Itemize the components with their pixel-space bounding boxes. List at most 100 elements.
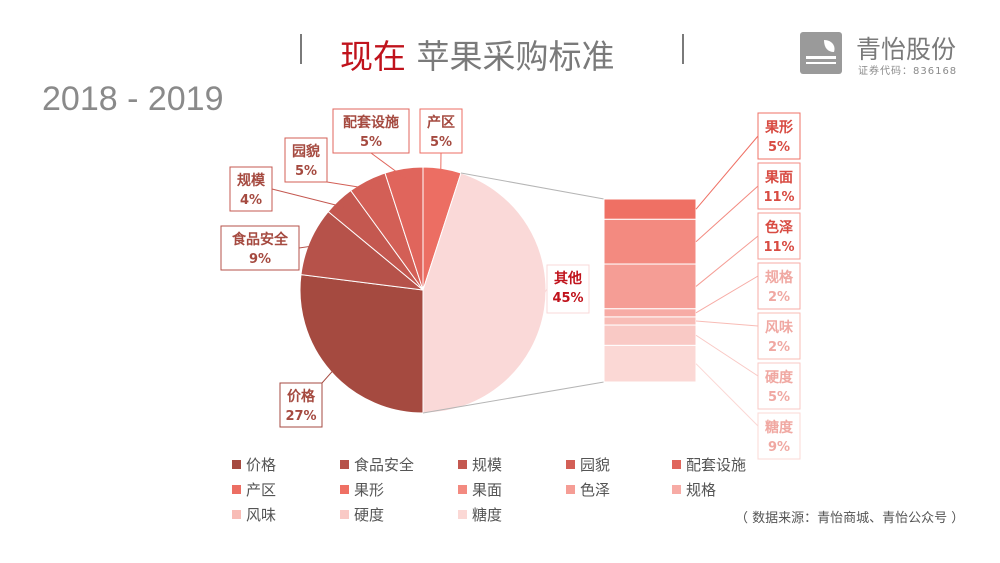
leader-line-规模 bbox=[271, 188, 346, 208]
slice-label-name: 配套设施 bbox=[343, 114, 399, 131]
legend-label: 配套设施 bbox=[686, 456, 747, 474]
legend-item: 食品安全 bbox=[340, 454, 414, 475]
legend-swatch bbox=[566, 485, 575, 494]
bar-segment-色泽 bbox=[603, 263, 697, 310]
leader-line-规格 bbox=[695, 275, 759, 314]
legend-item: 价格 bbox=[232, 454, 276, 475]
legend-label: 食品安全 bbox=[354, 456, 415, 474]
bar-label-name: 硬度 bbox=[765, 369, 794, 386]
legend-swatch bbox=[232, 460, 241, 469]
bar-segment-风味 bbox=[603, 316, 697, 326]
bar-segment-果面 bbox=[603, 218, 697, 265]
label-box-食品安全 bbox=[220, 225, 300, 271]
connector-top bbox=[460, 172, 605, 200]
label-box-配套设施 bbox=[332, 108, 410, 154]
legend-swatch bbox=[340, 460, 349, 469]
bar-label-name: 规格 bbox=[765, 269, 794, 286]
leader-line-果形 bbox=[695, 135, 759, 210]
slice-label-name: 园貌 bbox=[292, 143, 320, 160]
bar-label-name: 果形 bbox=[764, 119, 793, 136]
title-highlight: 现在 bbox=[340, 37, 406, 76]
legend-swatch bbox=[458, 485, 467, 494]
slice-label-name: 价格 bbox=[287, 388, 316, 405]
slice-label-name: 规模 bbox=[237, 172, 266, 189]
data-source-note: （ 数据来源：青怡商城、青怡公众号 ） bbox=[735, 511, 965, 526]
leader-line-果面 bbox=[695, 185, 759, 243]
bar-label-name: 色泽 bbox=[765, 219, 793, 236]
legend-label: 色泽 bbox=[580, 481, 611, 499]
label-box-价格 bbox=[279, 382, 323, 428]
slice-label-value: 5% bbox=[430, 135, 452, 150]
label-box-糖度 bbox=[757, 412, 801, 460]
legend-label: 风味 bbox=[246, 506, 277, 524]
title-rest: 苹果采购标准 bbox=[416, 37, 615, 76]
leader-line-价格 bbox=[321, 364, 339, 384]
legend-item: 园貌 bbox=[566, 454, 610, 475]
label-box-其他 bbox=[546, 264, 590, 314]
connector-bottom bbox=[422, 381, 605, 414]
leader-line-其他 bbox=[534, 288, 548, 308]
bar-segment-果形 bbox=[603, 198, 697, 220]
leader-line-风味 bbox=[695, 320, 759, 327]
legend-item: 风味 bbox=[232, 504, 276, 525]
slice-label-value: 4% bbox=[240, 193, 262, 208]
legend-label: 硬度 bbox=[354, 506, 385, 524]
bar-label-value: 2% bbox=[768, 340, 790, 355]
bar-label-name: 糖度 bbox=[765, 419, 794, 436]
slice-label-value: 9% bbox=[249, 252, 271, 267]
bar-segment-糖度 bbox=[603, 344, 697, 383]
slice-label-value: 5% bbox=[295, 164, 317, 179]
legend-item: 果形 bbox=[340, 479, 384, 500]
leader-line-配套设施 bbox=[370, 152, 406, 179]
bar-label-name: 风味 bbox=[765, 320, 793, 336]
year-range: 2018 - 2019 bbox=[42, 80, 224, 118]
bar-label-name: 果面 bbox=[764, 170, 793, 186]
legend-label: 糖度 bbox=[472, 506, 503, 524]
legend-label: 果形 bbox=[354, 481, 385, 499]
bar-segment-规格 bbox=[603, 308, 697, 318]
legend-item: 硬度 bbox=[340, 504, 384, 525]
company-logo: 青怡股份 证券代码：836168 bbox=[800, 32, 980, 80]
leader-line-糖度 bbox=[695, 363, 759, 427]
pie-slice-其他 bbox=[422, 172, 547, 414]
legend-label: 果面 bbox=[472, 481, 503, 499]
legend-item: 产区 bbox=[232, 479, 276, 500]
leader-line-食品安全 bbox=[298, 244, 320, 249]
bar-label-value: 11% bbox=[763, 240, 794, 255]
slice-label-name: 产区 bbox=[427, 114, 455, 131]
legend-label: 规模 bbox=[472, 456, 503, 474]
label-box-果面 bbox=[757, 162, 801, 210]
legend-swatch bbox=[340, 485, 349, 494]
leader-line-色泽 bbox=[695, 235, 759, 287]
label-box-风味 bbox=[757, 312, 801, 360]
bar-label-value: 5% bbox=[768, 390, 790, 405]
slice-label-name: 食品安全 bbox=[232, 231, 289, 248]
legend-swatch bbox=[458, 510, 467, 519]
logo-name: 青怡股份 bbox=[856, 35, 957, 64]
title-divider-left bbox=[300, 34, 302, 64]
slice-label-value: 5% bbox=[360, 135, 382, 150]
label-box-规模 bbox=[229, 166, 273, 212]
legend-label: 园貌 bbox=[580, 456, 611, 474]
slice-label-value: 27% bbox=[285, 409, 316, 424]
legend-label: 价格 bbox=[246, 456, 277, 474]
bar-label-value: 5% bbox=[768, 140, 790, 155]
label-box-产区 bbox=[419, 108, 463, 154]
leader-line-硬度 bbox=[695, 334, 759, 377]
legend-swatch bbox=[232, 485, 241, 494]
legend-swatch bbox=[458, 460, 467, 469]
legend-item: 果面 bbox=[458, 479, 502, 500]
bar-segment-硬度 bbox=[603, 324, 697, 346]
legend-swatch bbox=[340, 510, 349, 519]
slice-label-name: 其他 bbox=[554, 270, 582, 287]
legend-swatch bbox=[672, 460, 681, 469]
pie-slice-价格 bbox=[299, 274, 424, 414]
label-box-果形 bbox=[757, 112, 801, 160]
legend-swatch bbox=[566, 460, 575, 469]
bar-label-value: 2% bbox=[768, 290, 790, 305]
label-box-园貌 bbox=[284, 137, 328, 183]
title-block: 现在 苹果采购标准 bbox=[290, 28, 700, 76]
label-box-色泽 bbox=[757, 212, 801, 260]
leader-line-园貌 bbox=[326, 181, 372, 190]
